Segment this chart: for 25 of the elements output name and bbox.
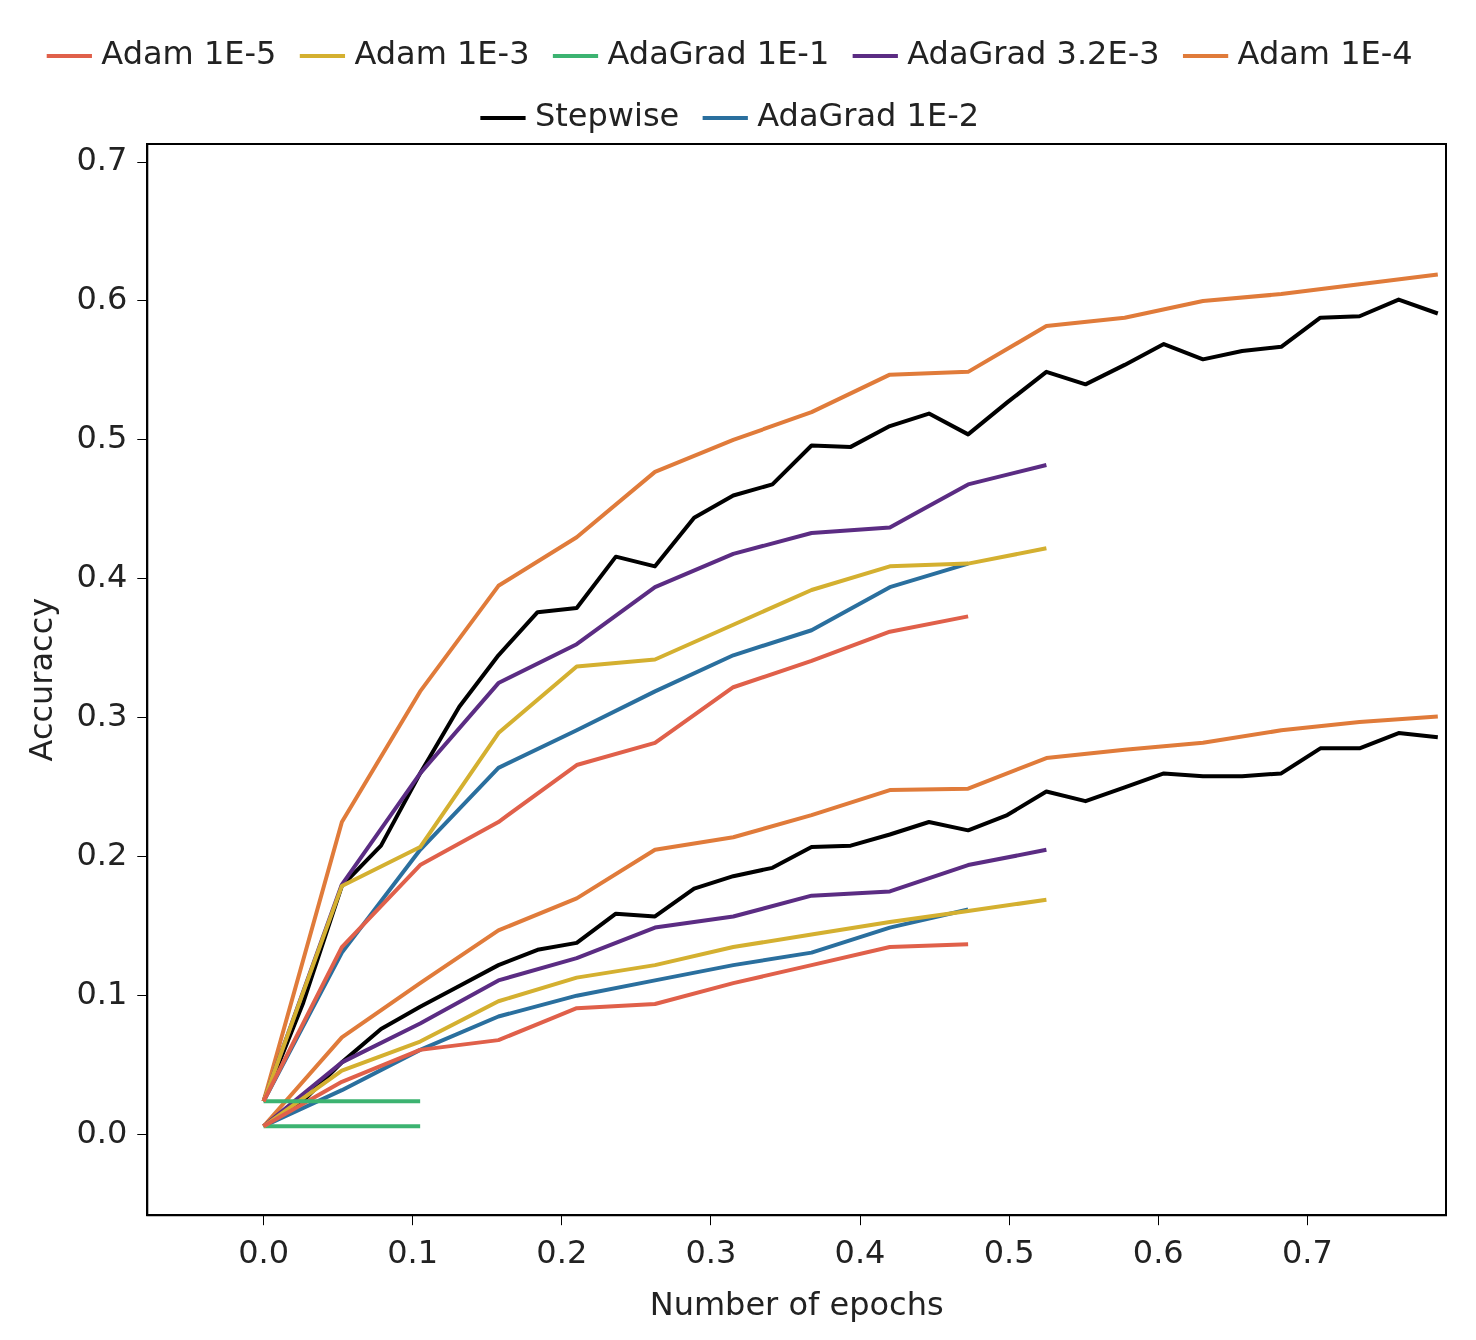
legend-label: AdaGrad 1E-2 [757, 96, 980, 135]
y-tick-label: 0.5 [76, 418, 128, 457]
y-tick-label: 0.2 [76, 835, 128, 874]
y-tick-label: 0.4 [76, 557, 128, 596]
legend-label: Adam 1E-5 [101, 34, 277, 73]
x-tick-label: 0.5 [983, 1232, 1035, 1271]
x-tick-label: 0.1 [387, 1232, 439, 1271]
x-tick-label: 0.3 [685, 1232, 737, 1271]
y-tick-label: 0.3 [76, 696, 128, 735]
y-tick-label: 0.0 [76, 1112, 128, 1151]
y-tick-label: 0.7 [76, 140, 128, 179]
legend-label: Adam 1E-4 [1237, 34, 1413, 73]
legend-label: Stepwise [534, 96, 680, 135]
legend-label: AdaGrad 3.2E-3 [907, 34, 1160, 73]
legend-label: Adam 1E-3 [354, 34, 530, 73]
y-tick-label: 0.1 [76, 973, 128, 1012]
x-tick-label: 0.6 [1132, 1232, 1184, 1271]
legend-label: AdaGrad 1E-1 [607, 34, 830, 73]
x-axis-title: Number of epochs [649, 1285, 944, 1324]
x-tick-label: 0.0 [238, 1232, 290, 1271]
y-axis-title: Accuraccy [21, 597, 60, 762]
x-tick-label: 0.2 [536, 1232, 588, 1271]
x-tick-label: 0.4 [834, 1232, 886, 1271]
y-tick-label: 0.6 [76, 279, 128, 318]
x-tick-label: 0.7 [1281, 1232, 1333, 1271]
